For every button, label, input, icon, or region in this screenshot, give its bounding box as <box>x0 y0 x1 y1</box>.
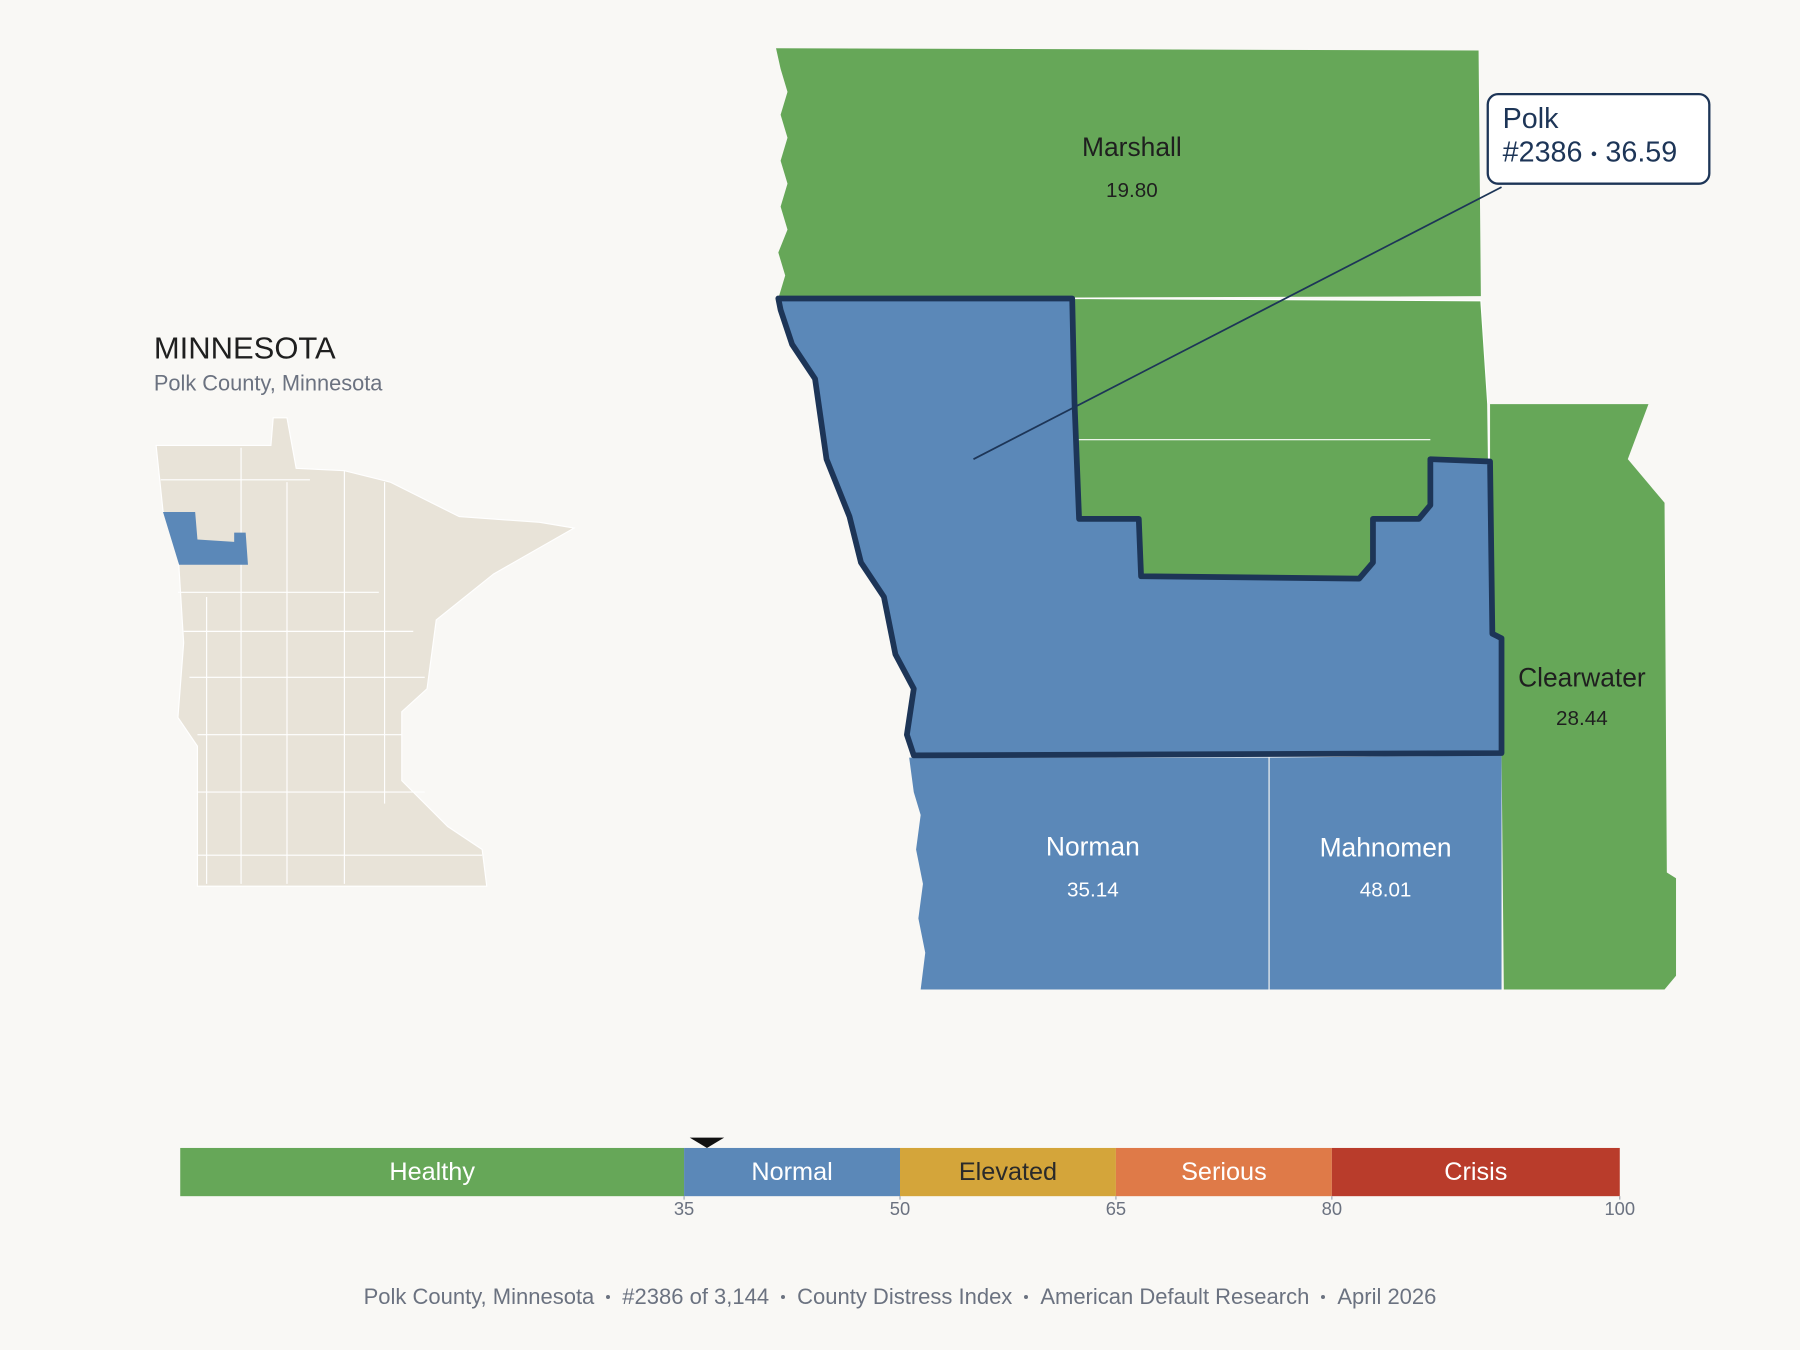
callout-score: 36.59 <box>1605 136 1677 168</box>
county-name: Norman <box>1046 831 1140 861</box>
footer-item: April 2026 <box>1337 1284 1437 1309</box>
state-shape <box>155 417 576 887</box>
county-map <box>775 48 1677 990</box>
county-score: 28.44 <box>1556 707 1608 730</box>
scale-band <box>1115 1147 1332 1197</box>
footer-item: County Distress Index <box>797 1284 1013 1309</box>
inset-map <box>155 417 576 887</box>
scale-band-label: Serious <box>1181 1158 1267 1186</box>
footer-item: American Default Research <box>1040 1284 1310 1309</box>
score-marker <box>689 1137 725 1148</box>
footer: Polk County, Minnesota #2386 of 3,144 Coun… <box>0 1284 1800 1310</box>
county-score: 19.80 <box>1106 179 1158 202</box>
scale-band <box>900 1147 1116 1197</box>
tick-label: 50 <box>890 1198 910 1219</box>
county-name: Mahnomen <box>1320 832 1452 862</box>
state-subtitle: Polk County, Minnesota <box>154 370 383 395</box>
separator <box>1591 151 1597 157</box>
county-score: 35.14 <box>1067 878 1119 901</box>
scale-band <box>684 1147 900 1197</box>
distress-scale: Healthy Normal Elevated Serious Crisis 35 50 65… <box>180 1137 1635 1219</box>
scale-band-label: Elevated <box>959 1158 1057 1186</box>
inset-highlight <box>163 511 248 565</box>
separator <box>606 1295 611 1299</box>
county-shape <box>1490 404 1677 990</box>
scale-band <box>1331 1147 1620 1197</box>
tick-label: 65 <box>1106 1198 1126 1219</box>
inset-county-lines <box>160 447 483 884</box>
footer-item: #2386 of 3,144 <box>622 1284 770 1309</box>
callout-name: Polk <box>1503 103 1559 135</box>
scale-band-label: Normal <box>751 1158 832 1186</box>
footer-item: Polk County, Minnesota <box>363 1284 595 1309</box>
separator <box>781 1295 786 1299</box>
county-shape <box>1269 755 1502 990</box>
tick-label: 80 <box>1322 1198 1342 1219</box>
callout-leader <box>973 186 1502 460</box>
tick-label: 100 <box>1604 1198 1635 1219</box>
scale-band-label: Crisis <box>1444 1158 1507 1186</box>
scale-band <box>180 1147 685 1197</box>
scale-band-label: Healthy <box>389 1158 475 1186</box>
tick-label: 35 <box>674 1198 694 1219</box>
callout: Polk #2386 36.59 <box>1486 92 1711 185</box>
county-name: Clearwater <box>1518 663 1646 693</box>
county-shape <box>776 48 1481 299</box>
state-title: MINNESOTA <box>154 330 336 365</box>
county-score: 48.01 <box>1360 878 1412 901</box>
county-shape <box>909 757 1269 990</box>
separator <box>1321 1295 1326 1299</box>
selected-county[interactable] <box>775 295 1505 759</box>
separator <box>1024 1295 1029 1299</box>
callout-box <box>1486 92 1711 185</box>
county-name: Marshall <box>1082 132 1182 162</box>
callout-rank: #2386 <box>1503 136 1583 168</box>
